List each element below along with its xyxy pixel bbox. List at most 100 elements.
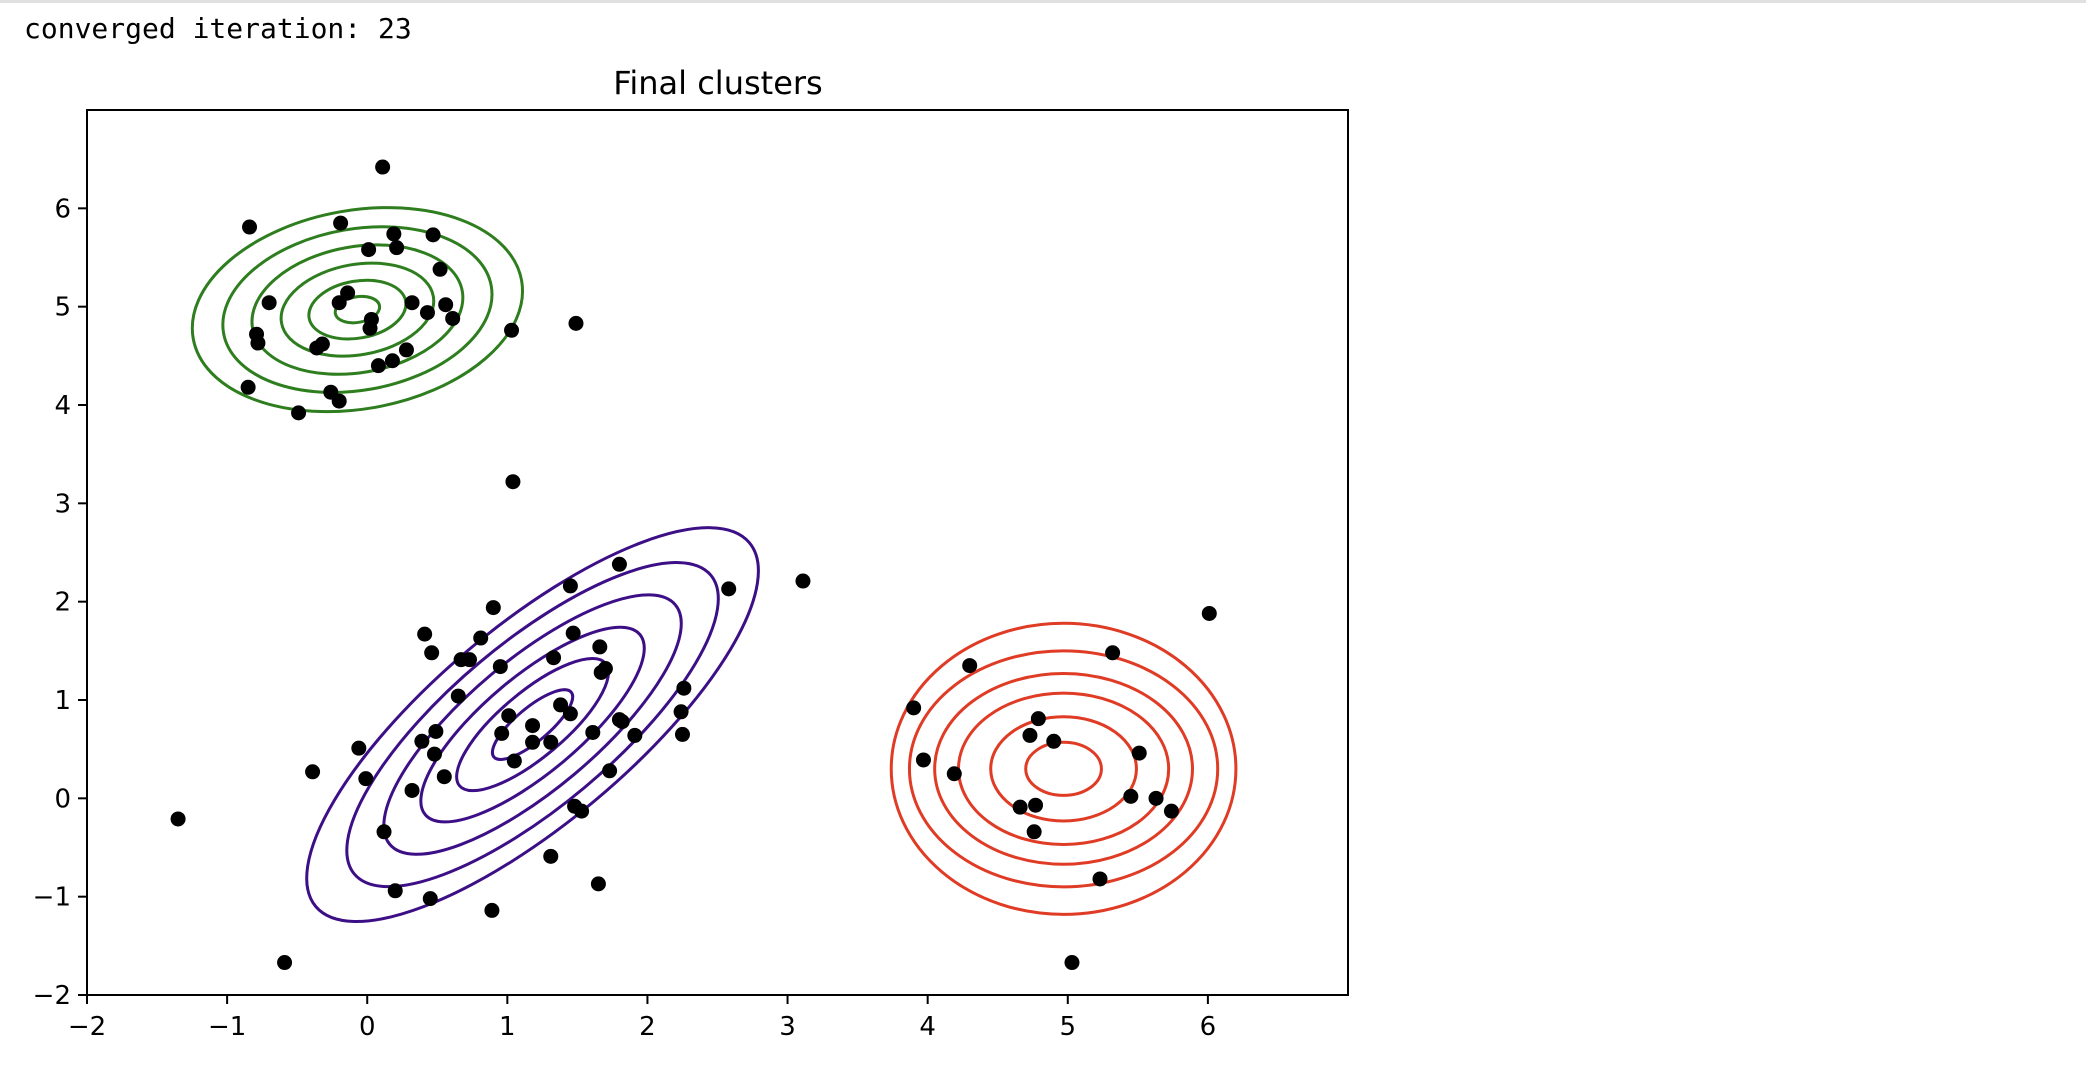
data-point — [565, 625, 581, 641]
data-point — [361, 242, 377, 258]
contour-cluster-2-level-6 — [305, 526, 760, 923]
data-point — [250, 335, 266, 351]
data-point — [424, 645, 440, 661]
data-point — [242, 219, 258, 235]
data-point — [462, 652, 478, 668]
contour-cluster-1-level-2 — [307, 278, 408, 341]
contour-cluster-2-level-3 — [419, 625, 646, 824]
data-point — [426, 746, 442, 762]
contour-cluster-2-level-4 — [382, 593, 683, 856]
contour-cluster-3-level-6 — [889, 621, 1238, 916]
data-point — [473, 630, 489, 646]
data-point — [562, 578, 578, 594]
data-point — [305, 764, 321, 780]
y-axis: −2 −1 0 1 2 3 4 5 6 — [33, 194, 87, 1011]
y-tick-label: 1 — [54, 686, 71, 716]
data-point — [1131, 745, 1147, 761]
plot-frame — [86, 109, 1349, 996]
data-point — [1030, 711, 1046, 727]
contour-cluster-2-level-5 — [345, 561, 720, 889]
x-tick-label: 1 — [499, 1012, 516, 1042]
data-point — [627, 727, 643, 743]
data-point — [506, 753, 522, 769]
data-point — [450, 688, 466, 704]
data-point — [240, 379, 256, 395]
cell-divider — [0, 0, 2086, 3]
x-tick-label: 0 — [359, 1012, 376, 1042]
data-point — [1064, 955, 1080, 971]
data-point — [674, 726, 690, 742]
data-point — [331, 295, 347, 311]
y-tick-label: 2 — [54, 588, 71, 618]
data-point — [170, 811, 186, 827]
data-point — [351, 740, 367, 756]
y-tick-label: 5 — [54, 293, 71, 323]
data-point — [592, 639, 608, 655]
data-point — [795, 573, 811, 589]
data-point — [1123, 788, 1139, 804]
data-point — [432, 261, 448, 277]
contour-cluster-3-level-2 — [989, 715, 1138, 823]
data-point — [370, 358, 386, 374]
data-point — [962, 658, 978, 674]
data-point — [614, 714, 630, 730]
data-point — [386, 226, 402, 242]
x-tick-label: 4 — [919, 1012, 936, 1042]
data-point — [436, 769, 452, 785]
data-point — [291, 405, 307, 421]
contour-cluster-3-level-1 — [1024, 740, 1103, 797]
x-tick-label: 6 — [1200, 1012, 1217, 1042]
data-point — [574, 803, 590, 819]
data-point — [1046, 733, 1062, 749]
data-point — [673, 704, 689, 720]
data-point — [261, 295, 277, 311]
data-point — [1092, 871, 1108, 887]
data-point — [438, 297, 454, 313]
x-tick-label: −2 — [68, 1012, 106, 1042]
data-point — [417, 626, 433, 642]
data-point — [1148, 790, 1164, 806]
data-point — [915, 752, 931, 768]
data-point — [504, 322, 520, 338]
data-point — [404, 782, 420, 798]
contour-cluster-3-level-4 — [933, 671, 1194, 866]
data-point — [419, 305, 435, 321]
data-point — [946, 766, 962, 782]
data-point — [525, 734, 541, 750]
data-point — [611, 556, 627, 572]
x-tick-label: 5 — [1060, 1012, 1077, 1042]
data-point — [428, 723, 444, 739]
y-tick-label: −2 — [33, 981, 71, 1011]
data-point — [553, 697, 569, 713]
data-point — [362, 320, 378, 336]
contour-cluster-3-level-5 — [907, 649, 1220, 889]
x-axis: −2 −1 0 1 2 3 4 5 6 — [68, 995, 1216, 1042]
data-point — [590, 876, 606, 892]
data-point — [546, 650, 562, 666]
data-point — [404, 295, 420, 311]
data-point — [387, 883, 403, 899]
y-tick-label: 6 — [54, 194, 71, 224]
contour-cluster-1-level-6 — [190, 206, 525, 414]
data-point — [309, 340, 325, 356]
data-point — [525, 718, 541, 734]
data-point — [494, 725, 510, 741]
data-point — [543, 848, 559, 864]
data-point — [277, 955, 293, 971]
data-point — [602, 763, 618, 779]
y-tick-label: 4 — [54, 391, 71, 421]
contour-cluster-1-level-3 — [279, 261, 436, 358]
data-point — [676, 680, 692, 696]
data-point — [906, 700, 922, 716]
data-point — [1163, 803, 1179, 819]
chart-title: Final clusters — [613, 64, 822, 102]
data-point — [505, 474, 521, 490]
data-point — [1012, 799, 1028, 815]
data-point — [445, 310, 461, 326]
data-point — [1026, 824, 1042, 840]
data-point — [414, 733, 430, 749]
data-point — [1201, 605, 1217, 621]
y-tick-label: 3 — [54, 489, 71, 519]
y-tick-label: −1 — [33, 883, 71, 913]
